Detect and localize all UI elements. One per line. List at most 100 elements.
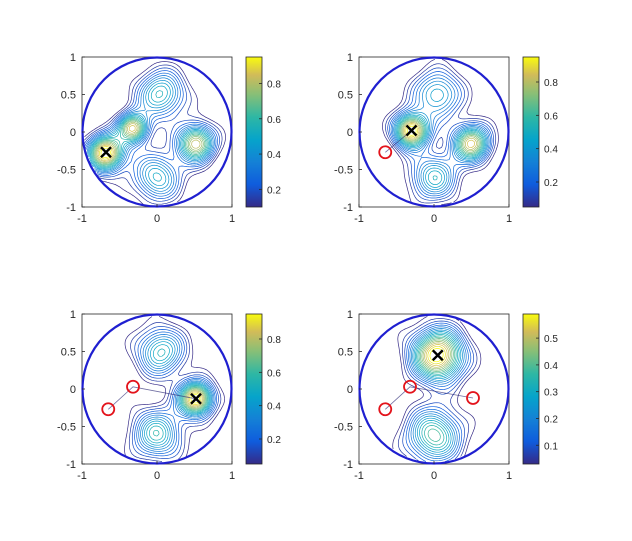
contour-level-4 [405, 322, 472, 462]
colorbar-tick-label: 0.8 [267, 79, 281, 90]
contour-level-8 [412, 329, 463, 455]
colorbar-tick-label: 0.6 [544, 111, 558, 122]
contour-level-13 [92, 118, 207, 166]
contour-level-15 [401, 119, 480, 153]
y-tick-label: 0.5 [61, 347, 76, 359]
contour-level-11 [416, 334, 459, 449]
x-tick-label: 0 [154, 213, 160, 225]
contour-level-1 [382, 59, 499, 205]
contour-level-7 [86, 77, 214, 192]
contour-level-2 [84, 64, 223, 205]
y-tick-label: 0.5 [338, 90, 353, 102]
contour-level-7 [393, 80, 489, 193]
current-point-cross-marker [405, 124, 418, 137]
colorbar-tick-label: 0.8 [544, 78, 558, 89]
trajectory-path [385, 386, 474, 410]
y-tick-label: -0.5 [334, 165, 353, 177]
contour-level-10 [396, 114, 486, 185]
contour-level-14 [420, 338, 454, 372]
visited-point-marker [101, 402, 116, 417]
contour-lines [392, 316, 482, 462]
y-tick-label: 1 [347, 309, 353, 321]
contour-level-7 [410, 328, 465, 457]
contour-level-2 [385, 63, 497, 204]
y-tick-label: 1 [70, 309, 76, 321]
y-tick-label: 0 [347, 384, 353, 396]
y-tick-label: 1 [70, 52, 76, 64]
contour-level-6 [409, 326, 467, 459]
colorbar-tick-label: 0.2 [544, 178, 558, 189]
contour-level-12 [153, 385, 209, 437]
y-tick-label: 0.5 [61, 90, 76, 102]
contour-level-1 [392, 316, 482, 457]
colorbar [245, 56, 263, 208]
contour-level-17 [96, 123, 201, 162]
x-tick-label: 0 [431, 470, 437, 482]
contour-level-9 [88, 82, 212, 187]
colorbar-tick-label: 0.2 [267, 435, 281, 446]
contour-level-15 [421, 339, 453, 371]
x-tick-label: -1 [354, 470, 364, 482]
colorbar [522, 56, 540, 208]
contour-level-8 [394, 84, 488, 191]
contour-level-12 [398, 116, 483, 157]
x-tick-label: 0 [154, 470, 160, 482]
contour-level-18 [425, 344, 448, 367]
y-tick-label: 1 [347, 52, 353, 64]
contour-level-14 [400, 118, 481, 154]
y-tick-label: 0 [70, 384, 76, 396]
contour-level-9 [395, 88, 487, 188]
contour-level-11 [90, 90, 209, 168]
contour-level-3 [387, 67, 495, 201]
colorbar-tick-label: 0.4 [544, 361, 558, 372]
colorbar-tick-label: 0.4 [267, 402, 281, 413]
contour-lines [84, 61, 226, 205]
contour-level-1 [84, 61, 226, 205]
contour-level-6 [138, 334, 215, 452]
current-point-cross-marker [431, 349, 444, 362]
trajectory-path [108, 386, 197, 410]
current-point-cross-marker [190, 392, 202, 405]
contour-level-10 [146, 344, 211, 444]
colorbar-tick-label: 0.6 [267, 115, 281, 126]
x-tick-label: 1 [506, 470, 512, 482]
y-tick-label: 0 [347, 127, 353, 139]
colorbar-tick-label: 0.2 [544, 414, 558, 425]
x-tick-label: -1 [77, 213, 87, 225]
contour-level-11 [397, 115, 485, 181]
contour-panel-3: -1 0 1 1 0.5 0 -0.5 -1 0.8 0.6 0.4 0.2 [57, 309, 281, 482]
contour-level-14 [93, 119, 206, 165]
colorbar [522, 313, 540, 465]
colorbar-tick-label: 0.5 [544, 334, 558, 345]
current-point-cross-marker [100, 146, 112, 159]
contour-level-15 [94, 120, 204, 164]
contour-level-13 [418, 336, 456, 442]
contour-level-15 [184, 388, 206, 410]
contour-level-6 [391, 77, 490, 195]
contour-level-5 [407, 324, 469, 462]
contour-level-5 [390, 74, 491, 197]
y-tick-label: -0.5 [57, 165, 76, 177]
colorbar [245, 313, 263, 465]
contour-panel-2: -1 0 1 1 0.5 0 -0.5 -1 0.8 0.6 0.4 0.2 [334, 52, 558, 225]
axes-frame [81, 313, 233, 465]
colorbar-tick-label: 0.2 [267, 185, 281, 196]
contour-level-3 [131, 326, 219, 459]
x-tick-label: 1 [229, 213, 235, 225]
contour-level-13 [182, 386, 208, 412]
contour-level-6 [86, 75, 215, 195]
contour-level-5 [84, 72, 217, 197]
contour-level-3 [84, 67, 220, 202]
x-tick-label: 1 [229, 470, 235, 482]
visited-point-marker [403, 379, 417, 394]
colorbar-tick-label: 0.6 [267, 368, 281, 379]
contour-level-7 [140, 336, 214, 450]
colorbar-tick-label: 0.1 [544, 441, 558, 452]
contour-level-12 [91, 117, 208, 167]
contour-lines [124, 316, 225, 462]
contour-level-10 [414, 332, 460, 451]
y-tick-label: 0 [70, 127, 76, 139]
colorbar-tick-label: 0.3 [544, 388, 558, 399]
contour-level-10 [89, 85, 210, 182]
